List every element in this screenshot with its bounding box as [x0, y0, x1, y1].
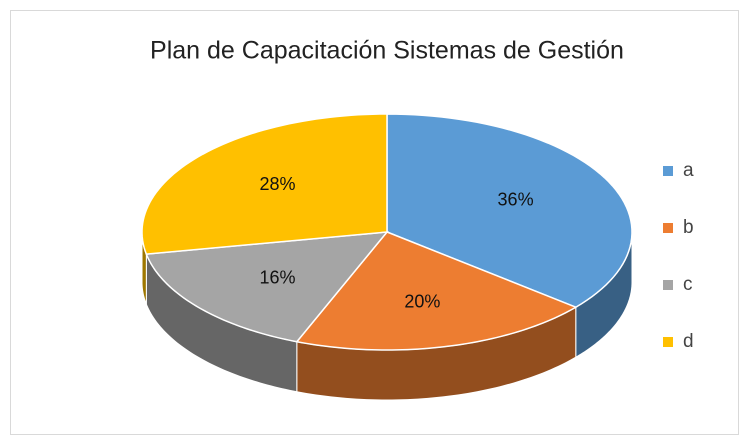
data-label: 36%: [498, 190, 534, 210]
legend-label: c: [683, 274, 693, 295]
data-label: 20%: [404, 292, 440, 312]
legend-swatch: [663, 223, 673, 233]
legend-label: b: [683, 217, 694, 238]
legend-label: a: [683, 160, 694, 181]
slice: [145, 231, 389, 343]
legend-swatch: [663, 280, 673, 290]
slice: [141, 113, 388, 255]
chart-title: Plan de Capacitación Sistemas de Gestión: [150, 37, 624, 65]
slice: [386, 113, 633, 309]
slice: [295, 231, 578, 351]
legend-label: d: [683, 331, 694, 352]
legend-swatch: [663, 166, 673, 176]
legend-swatch: [663, 337, 673, 347]
data-label: 28%: [259, 174, 295, 194]
data-label: 16%: [259, 267, 295, 287]
